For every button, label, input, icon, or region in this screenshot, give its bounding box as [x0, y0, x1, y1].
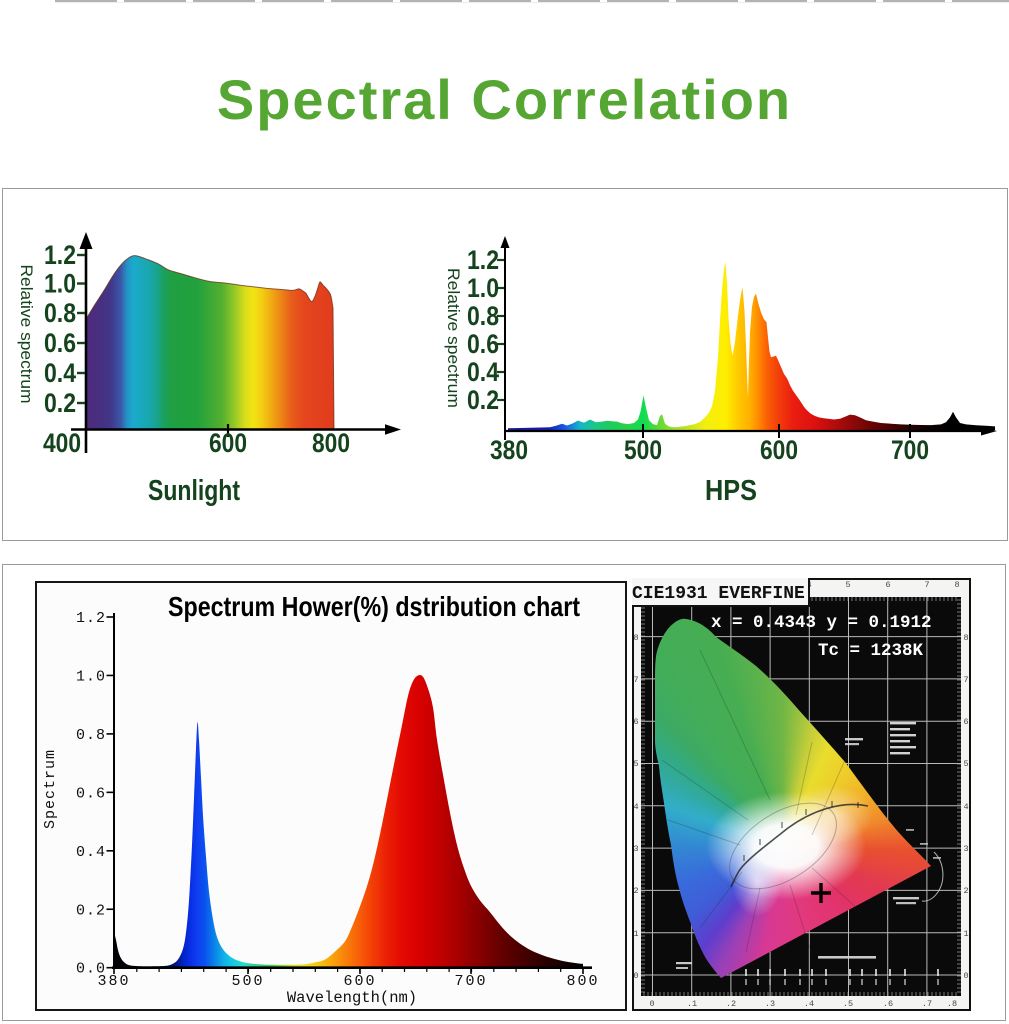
- svg-text:1: 1: [633, 929, 638, 939]
- svg-text:0.0: 0.0: [76, 961, 106, 978]
- svg-text:.6: .6: [883, 999, 893, 1009]
- svg-text:1.2: 1.2: [76, 610, 106, 627]
- svg-text:Spectrum: Spectrum: [42, 749, 59, 829]
- svg-text:0.6: 0.6: [76, 785, 106, 802]
- svg-text:0.8: 0.8: [467, 301, 499, 331]
- svg-text:0.4: 0.4: [467, 357, 499, 387]
- svg-text:3: 3: [633, 844, 638, 854]
- svg-text:800: 800: [312, 428, 350, 458]
- svg-text:600: 600: [209, 428, 247, 458]
- svg-text:700: 700: [454, 973, 487, 990]
- svg-text:7: 7: [633, 675, 638, 685]
- svg-text:0.2: 0.2: [467, 385, 499, 415]
- svg-text:1.2: 1.2: [44, 240, 76, 270]
- svg-text:8: 8: [633, 633, 638, 643]
- svg-text:500: 500: [624, 435, 662, 465]
- svg-text:.8: .8: [947, 999, 957, 1009]
- svg-text:Relative spectrum: Relative spectrum: [17, 265, 35, 404]
- svg-text:7: 7: [963, 675, 968, 685]
- svg-text:380: 380: [490, 435, 528, 465]
- svg-text:0.4: 0.4: [76, 844, 106, 861]
- svg-text:1.2: 1.2: [467, 245, 499, 275]
- svg-text:800: 800: [566, 973, 599, 990]
- svg-text:0.8: 0.8: [76, 727, 106, 744]
- svg-text:.4: .4: [804, 999, 814, 1009]
- svg-text:.3: .3: [765, 999, 775, 1009]
- svg-text:6: 6: [885, 580, 890, 590]
- svg-text:5: 5: [845, 580, 850, 590]
- svg-text:Relative spectrum: Relative spectrum: [444, 268, 462, 408]
- svg-text:Wavelength(nm): Wavelength(nm): [287, 989, 417, 1007]
- svg-text:0.4: 0.4: [44, 358, 76, 388]
- svg-text:0.8: 0.8: [44, 298, 76, 328]
- svg-text:.7: .7: [922, 999, 932, 1009]
- svg-text:7: 7: [924, 580, 929, 590]
- svg-text:1.0: 1.0: [467, 273, 499, 303]
- svg-text:0: 0: [963, 971, 968, 981]
- svg-text:1: 1: [963, 929, 968, 939]
- svg-text:.2: .2: [726, 999, 736, 1009]
- svg-text:0.6: 0.6: [44, 328, 76, 358]
- svg-text:1.0: 1.0: [44, 269, 76, 299]
- svg-text:4: 4: [633, 802, 638, 812]
- svg-text:Sunlight: Sunlight: [148, 475, 240, 507]
- svg-text:8: 8: [963, 633, 968, 643]
- svg-text:.5: .5: [843, 999, 853, 1009]
- svg-text:6: 6: [633, 717, 638, 727]
- svg-text:5: 5: [633, 759, 638, 769]
- svg-text:Spectrum Hower(%) dstribution: Spectrum Hower(%) dstribution chart: [168, 591, 580, 622]
- svg-text:8: 8: [954, 580, 959, 590]
- svg-text:.1: .1: [687, 999, 697, 1009]
- svg-text:2: 2: [633, 886, 638, 896]
- svg-text:1.0: 1.0: [76, 668, 106, 685]
- svg-text:0: 0: [649, 999, 654, 1009]
- svg-text:600: 600: [343, 973, 376, 990]
- svg-text:2: 2: [963, 886, 968, 896]
- svg-text:0: 0: [633, 971, 638, 981]
- svg-text:700: 700: [891, 435, 929, 465]
- svg-text:0.6: 0.6: [467, 329, 499, 359]
- svg-text:400: 400: [43, 428, 81, 458]
- svg-text:600: 600: [760, 435, 798, 465]
- svg-text:3: 3: [963, 844, 968, 854]
- svg-text:6: 6: [963, 717, 968, 727]
- svg-text:0.2: 0.2: [44, 388, 76, 418]
- svg-text:5: 5: [963, 759, 968, 769]
- svg-text:0.2: 0.2: [76, 902, 106, 919]
- svg-text:500: 500: [231, 973, 264, 990]
- svg-text:380: 380: [97, 973, 130, 990]
- svg-text:HPS: HPS: [705, 475, 757, 507]
- svg-text:4: 4: [963, 802, 968, 812]
